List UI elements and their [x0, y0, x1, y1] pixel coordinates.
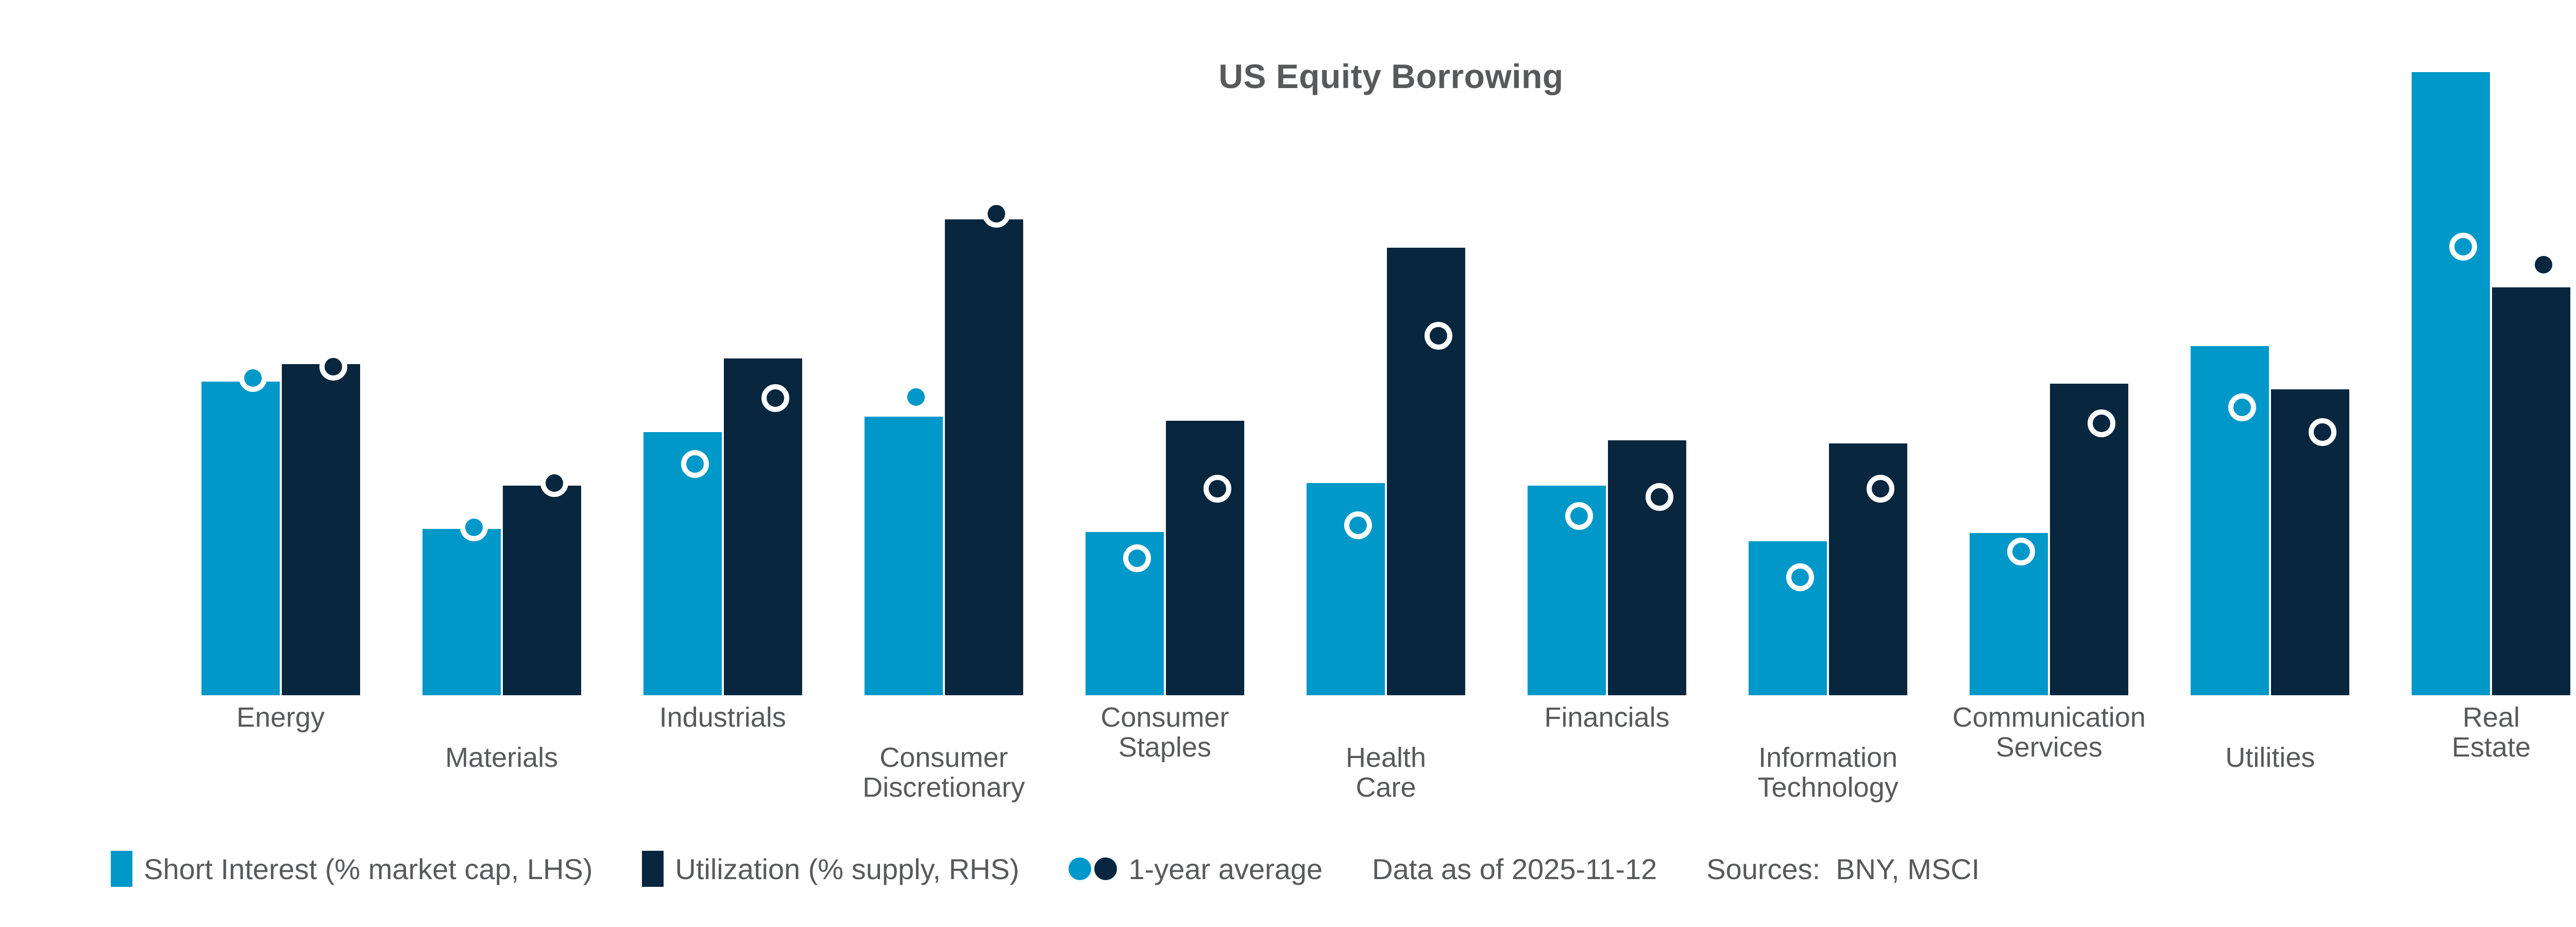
average-marker-short-interest: [1123, 544, 1151, 573]
average-dot-lhs-icon: [1069, 857, 1092, 880]
average-marker-utilization: [761, 384, 789, 412]
bar-utilization[interactable]: [2492, 287, 2571, 695]
average-marker-short-interest: [460, 513, 488, 541]
average-marker-short-interest: [1344, 511, 1372, 539]
bar-group: Financials: [1497, 129, 1718, 732]
bar-short-interest[interactable]: [1970, 533, 2048, 695]
average-marker-utilization: [1424, 321, 1452, 350]
data-as-of-note: Data as of 2025-11-12: [1372, 852, 1657, 885]
average-marker-short-interest: [902, 383, 930, 411]
legend-item-short-interest: Short Interest (% market cap, LHS): [111, 851, 592, 887]
legend-label-utilization: Utilization (% supply, RHS): [675, 852, 1020, 885]
bar-group: Consumer Staples: [1054, 129, 1275, 762]
bar-group: Communication Services: [1939, 129, 2160, 762]
average-marker-short-interest: [239, 364, 267, 392]
bar-short-interest[interactable]: [1749, 541, 1827, 695]
average-marker-short-interest: [2007, 538, 2036, 566]
average-marker-utilization: [2088, 409, 2116, 437]
bar-utilization[interactable]: [2050, 384, 2129, 695]
average-marker-icon: [1069, 857, 1117, 880]
bar-utilization[interactable]: [944, 219, 1023, 695]
bar-group: Energy: [170, 129, 391, 732]
legend-item-utilization: Utilization (% supply, RHS): [642, 851, 1019, 887]
legend-item-average: 1-year average: [1069, 852, 1323, 886]
x-axis-category-label: Consumer Discretionary: [862, 742, 1025, 803]
average-marker-utilization: [1867, 474, 1895, 503]
bar-short-interest[interactable]: [2191, 346, 2269, 695]
utilization-swatch-icon: [642, 851, 664, 887]
bar-utilization[interactable]: [1386, 248, 1465, 695]
bar-short-interest[interactable]: [201, 382, 280, 695]
bar-utilization[interactable]: [1165, 420, 1244, 695]
x-axis-category-label: Industrials: [659, 702, 786, 733]
x-axis-category-label: Communication Services: [1952, 702, 2146, 763]
bar-group: Industrials: [612, 129, 833, 732]
average-marker-short-interest: [2228, 393, 2257, 421]
legend-label-average: 1-year average: [1128, 852, 1323, 885]
x-axis-category-label: Energy: [236, 702, 325, 733]
bar-utilization[interactable]: [1608, 440, 1687, 695]
average-dot-rhs-icon: [1094, 857, 1117, 880]
bar-group: Real Estate: [2381, 72, 2576, 762]
sources-value: BNY, MSCI: [1836, 852, 1980, 885]
bar-group: Information Technology: [1718, 129, 1939, 802]
average-marker-utilization: [2530, 251, 2558, 279]
page-title: US Equity Borrowing: [1218, 57, 1564, 95]
average-marker-utilization: [982, 200, 1010, 228]
chart-legend: Short Interest (% market cap, LHS) Utili…: [111, 846, 2029, 892]
average-marker-utilization: [319, 353, 347, 381]
x-axis-category-label: Financials: [1544, 702, 1670, 733]
average-marker-utilization: [1646, 483, 1674, 511]
bar-short-interest[interactable]: [1306, 483, 1385, 695]
average-marker-short-interest: [1565, 502, 1594, 530]
x-axis-category-label: Materials: [445, 742, 558, 773]
average-marker-utilization: [2309, 418, 2337, 446]
bar-group: Health Care: [1275, 129, 1496, 802]
average-marker-short-interest: [681, 450, 709, 478]
average-marker-utilization: [1203, 474, 1231, 503]
bar-short-interest[interactable]: [422, 529, 501, 695]
bar-utilization[interactable]: [281, 364, 360, 695]
x-axis-category-label: Consumer Staples: [1100, 702, 1229, 763]
bar-short-interest[interactable]: [2412, 72, 2490, 695]
average-marker-utilization: [540, 469, 568, 497]
bar-group: Consumer Discretionary: [833, 129, 1054, 802]
bar-short-interest[interactable]: [643, 432, 722, 695]
plot-area: 0.00.20.40.605101520EnergyMaterialsIndus…: [170, 72, 2576, 802]
x-axis-category-label: Utilities: [2225, 742, 2315, 773]
average-marker-short-interest: [2449, 233, 2478, 261]
bar-utilization[interactable]: [2271, 389, 2350, 695]
bar-short-interest[interactable]: [864, 417, 943, 695]
x-axis-category-label: Health Care: [1345, 742, 1427, 803]
sources-label: Sources:: [1706, 852, 1821, 885]
x-axis-category-label: Information Technology: [1757, 742, 1899, 803]
x-axis-category-label: Real Estate: [2451, 702, 2531, 763]
bar-utilization[interactable]: [723, 358, 802, 695]
legend-label-short-interest: Short Interest (% market cap, LHS): [144, 852, 593, 885]
bar-group: Materials: [391, 129, 612, 772]
bar-utilization[interactable]: [502, 486, 581, 695]
average-marker-short-interest: [1786, 563, 1815, 591]
short-interest-swatch-icon: [111, 851, 132, 887]
bar-group: Utilities: [2160, 129, 2381, 772]
